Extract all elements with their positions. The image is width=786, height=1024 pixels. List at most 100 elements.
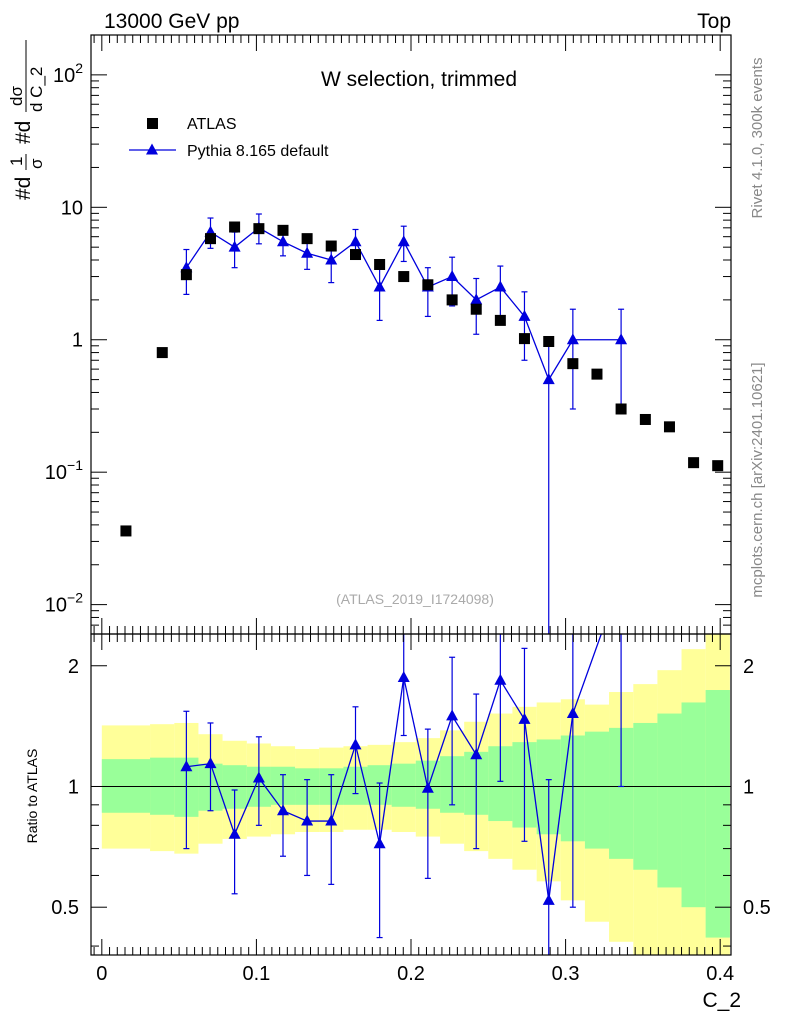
legend-pythia-label: Pythia 8.165 default bbox=[187, 143, 329, 160]
ratio-ytick-label-right-1: 1 bbox=[743, 776, 754, 798]
main-ytick-label-4: 102 bbox=[53, 60, 83, 87]
mcplots-label: mcplots.cern.ch [arXiv:2401.10621] bbox=[749, 362, 766, 597]
ratio-plot-marks bbox=[180, 572, 627, 955]
band-inner-11 bbox=[391, 763, 416, 807]
mc-point-2 bbox=[228, 240, 241, 252]
ratio-point-8 bbox=[373, 837, 386, 849]
atlas-point-13 bbox=[446, 294, 458, 306]
atlas-point-6 bbox=[277, 224, 289, 236]
ratio-point-7 bbox=[349, 738, 362, 750]
mc-point-13 bbox=[494, 280, 507, 292]
ratio-line bbox=[186, 634, 602, 901]
atlas-point-21 bbox=[639, 413, 651, 425]
main-plot-marks bbox=[120, 213, 724, 634]
legend-atlas-marker bbox=[147, 118, 158, 129]
y-axis-title-main: #d 1 σ #d dσ d C_2 bbox=[7, 40, 46, 200]
ratio-point-0 bbox=[180, 760, 193, 772]
mc-point-5 bbox=[301, 246, 314, 258]
atlas-point-1 bbox=[156, 347, 168, 359]
atlas-point-5 bbox=[253, 223, 265, 235]
y-axis-title-ratio: Ratio to ATLAS bbox=[24, 749, 40, 844]
y-axis-title-frac-1: 1 bbox=[7, 157, 26, 166]
mc-point-4 bbox=[277, 235, 289, 247]
atlas-point-3 bbox=[204, 233, 216, 245]
atlas-point-8 bbox=[325, 240, 337, 252]
y-axis-title-dsigma: dσ bbox=[7, 86, 26, 106]
plot-title: W selection, trimmed bbox=[321, 68, 517, 91]
atlas-point-15 bbox=[494, 314, 506, 326]
x-axis-title: C_2 bbox=[702, 989, 741, 1012]
band-inner-23 bbox=[681, 702, 706, 908]
atlas-point-14 bbox=[470, 303, 482, 315]
ratio-ytick-label-right-2: 2 bbox=[743, 656, 754, 678]
xtick-label-4: 0.4 bbox=[706, 963, 734, 985]
mc-point-15 bbox=[542, 373, 555, 385]
mc-point-6 bbox=[325, 253, 338, 265]
mc-point-16 bbox=[566, 333, 579, 345]
xtick-label-1: 0.1 bbox=[243, 963, 271, 985]
ratio-point-13 bbox=[494, 673, 507, 685]
ratio-ytick-label-left-2: 2 bbox=[68, 656, 79, 678]
y-axis-title-dc2: d C_2 bbox=[27, 67, 46, 112]
axes: 10−2 10−1 1 10 102 0.5 0.5 1 1 2 2 0 0.1 0.2 0.3 0.4 bbox=[45, 34, 771, 985]
band-inner-24 bbox=[705, 690, 730, 938]
mc-point-8 bbox=[373, 280, 386, 292]
band-inner-19 bbox=[584, 731, 610, 849]
ratio-panel bbox=[91, 634, 731, 955]
atlas-point-20 bbox=[615, 403, 627, 415]
ratio-point-4 bbox=[277, 804, 289, 816]
mc-point-9 bbox=[397, 235, 410, 247]
band-inner-21 bbox=[633, 722, 658, 870]
atlas-point-24 bbox=[712, 460, 724, 472]
atlas-point-0 bbox=[120, 525, 132, 537]
atlas-point-2 bbox=[180, 269, 192, 281]
ratio-point-16 bbox=[566, 707, 579, 719]
xtick-label-2: 0.2 bbox=[397, 963, 425, 985]
atlas-point-12 bbox=[422, 279, 434, 291]
rivet-version-label: Rivet 4.1.0, 300k events bbox=[749, 58, 766, 219]
ratio-point-11 bbox=[446, 709, 459, 721]
ratio-ytick-label-right-0: 0.5 bbox=[743, 897, 771, 919]
atlas-point-7 bbox=[301, 233, 313, 245]
xtick-label-3: 0.3 bbox=[552, 963, 580, 985]
ratio-point-1 bbox=[204, 757, 217, 769]
band-inner-22 bbox=[657, 713, 682, 888]
main-ytick-label-2: 1 bbox=[72, 330, 83, 352]
y-axis-title-hash-d: #d bbox=[12, 177, 35, 200]
ratio-point-5 bbox=[301, 814, 314, 826]
mc-point-12 bbox=[470, 293, 483, 305]
ratio-point-10 bbox=[421, 781, 434, 793]
band-inner-0 bbox=[101, 759, 151, 813]
mc-point-17 bbox=[615, 333, 628, 345]
atlas-point-9 bbox=[350, 249, 362, 261]
ratio-point-6 bbox=[325, 814, 338, 826]
ratio-point-12 bbox=[470, 748, 483, 760]
main-ytick-label-0: 10−2 bbox=[45, 590, 83, 617]
ratio-point-14 bbox=[518, 712, 531, 724]
atlas-point-10 bbox=[374, 258, 386, 270]
atlas-point-22 bbox=[663, 421, 675, 433]
atlas-point-4 bbox=[229, 221, 241, 233]
atlas-point-18 bbox=[567, 358, 579, 370]
y-axis-title-hash-d-2: #d bbox=[12, 121, 35, 144]
legend-atlas-label: ATLAS bbox=[187, 116, 237, 133]
ratio-point-9 bbox=[397, 670, 410, 682]
atlas-point-23 bbox=[688, 457, 700, 469]
analysis-id-label: (ATLAS_2019_I1724098) bbox=[336, 591, 494, 607]
mc-point-7 bbox=[349, 235, 362, 247]
header-energy-label: 13000 GeV pp bbox=[104, 10, 239, 33]
ratio-point-2 bbox=[228, 827, 241, 839]
atlas-point-16 bbox=[518, 333, 530, 345]
y-axis-title-sigma: σ bbox=[27, 158, 46, 169]
atlas-point-11 bbox=[398, 271, 410, 283]
legend-pythia-marker bbox=[146, 143, 158, 155]
xtick-label-0: 0 bbox=[96, 963, 107, 985]
ratio-point-3 bbox=[252, 771, 265, 783]
ratio-point-15 bbox=[542, 893, 555, 905]
mc-point-11 bbox=[446, 270, 459, 282]
mc-point-14 bbox=[518, 309, 531, 321]
legend: ATLAS Pythia 8.165 default bbox=[129, 116, 329, 160]
ratio-point-17 bbox=[615, 572, 627, 583]
main-ytick-label-1: 10−1 bbox=[45, 457, 83, 484]
header-process-label: Top bbox=[697, 10, 731, 33]
